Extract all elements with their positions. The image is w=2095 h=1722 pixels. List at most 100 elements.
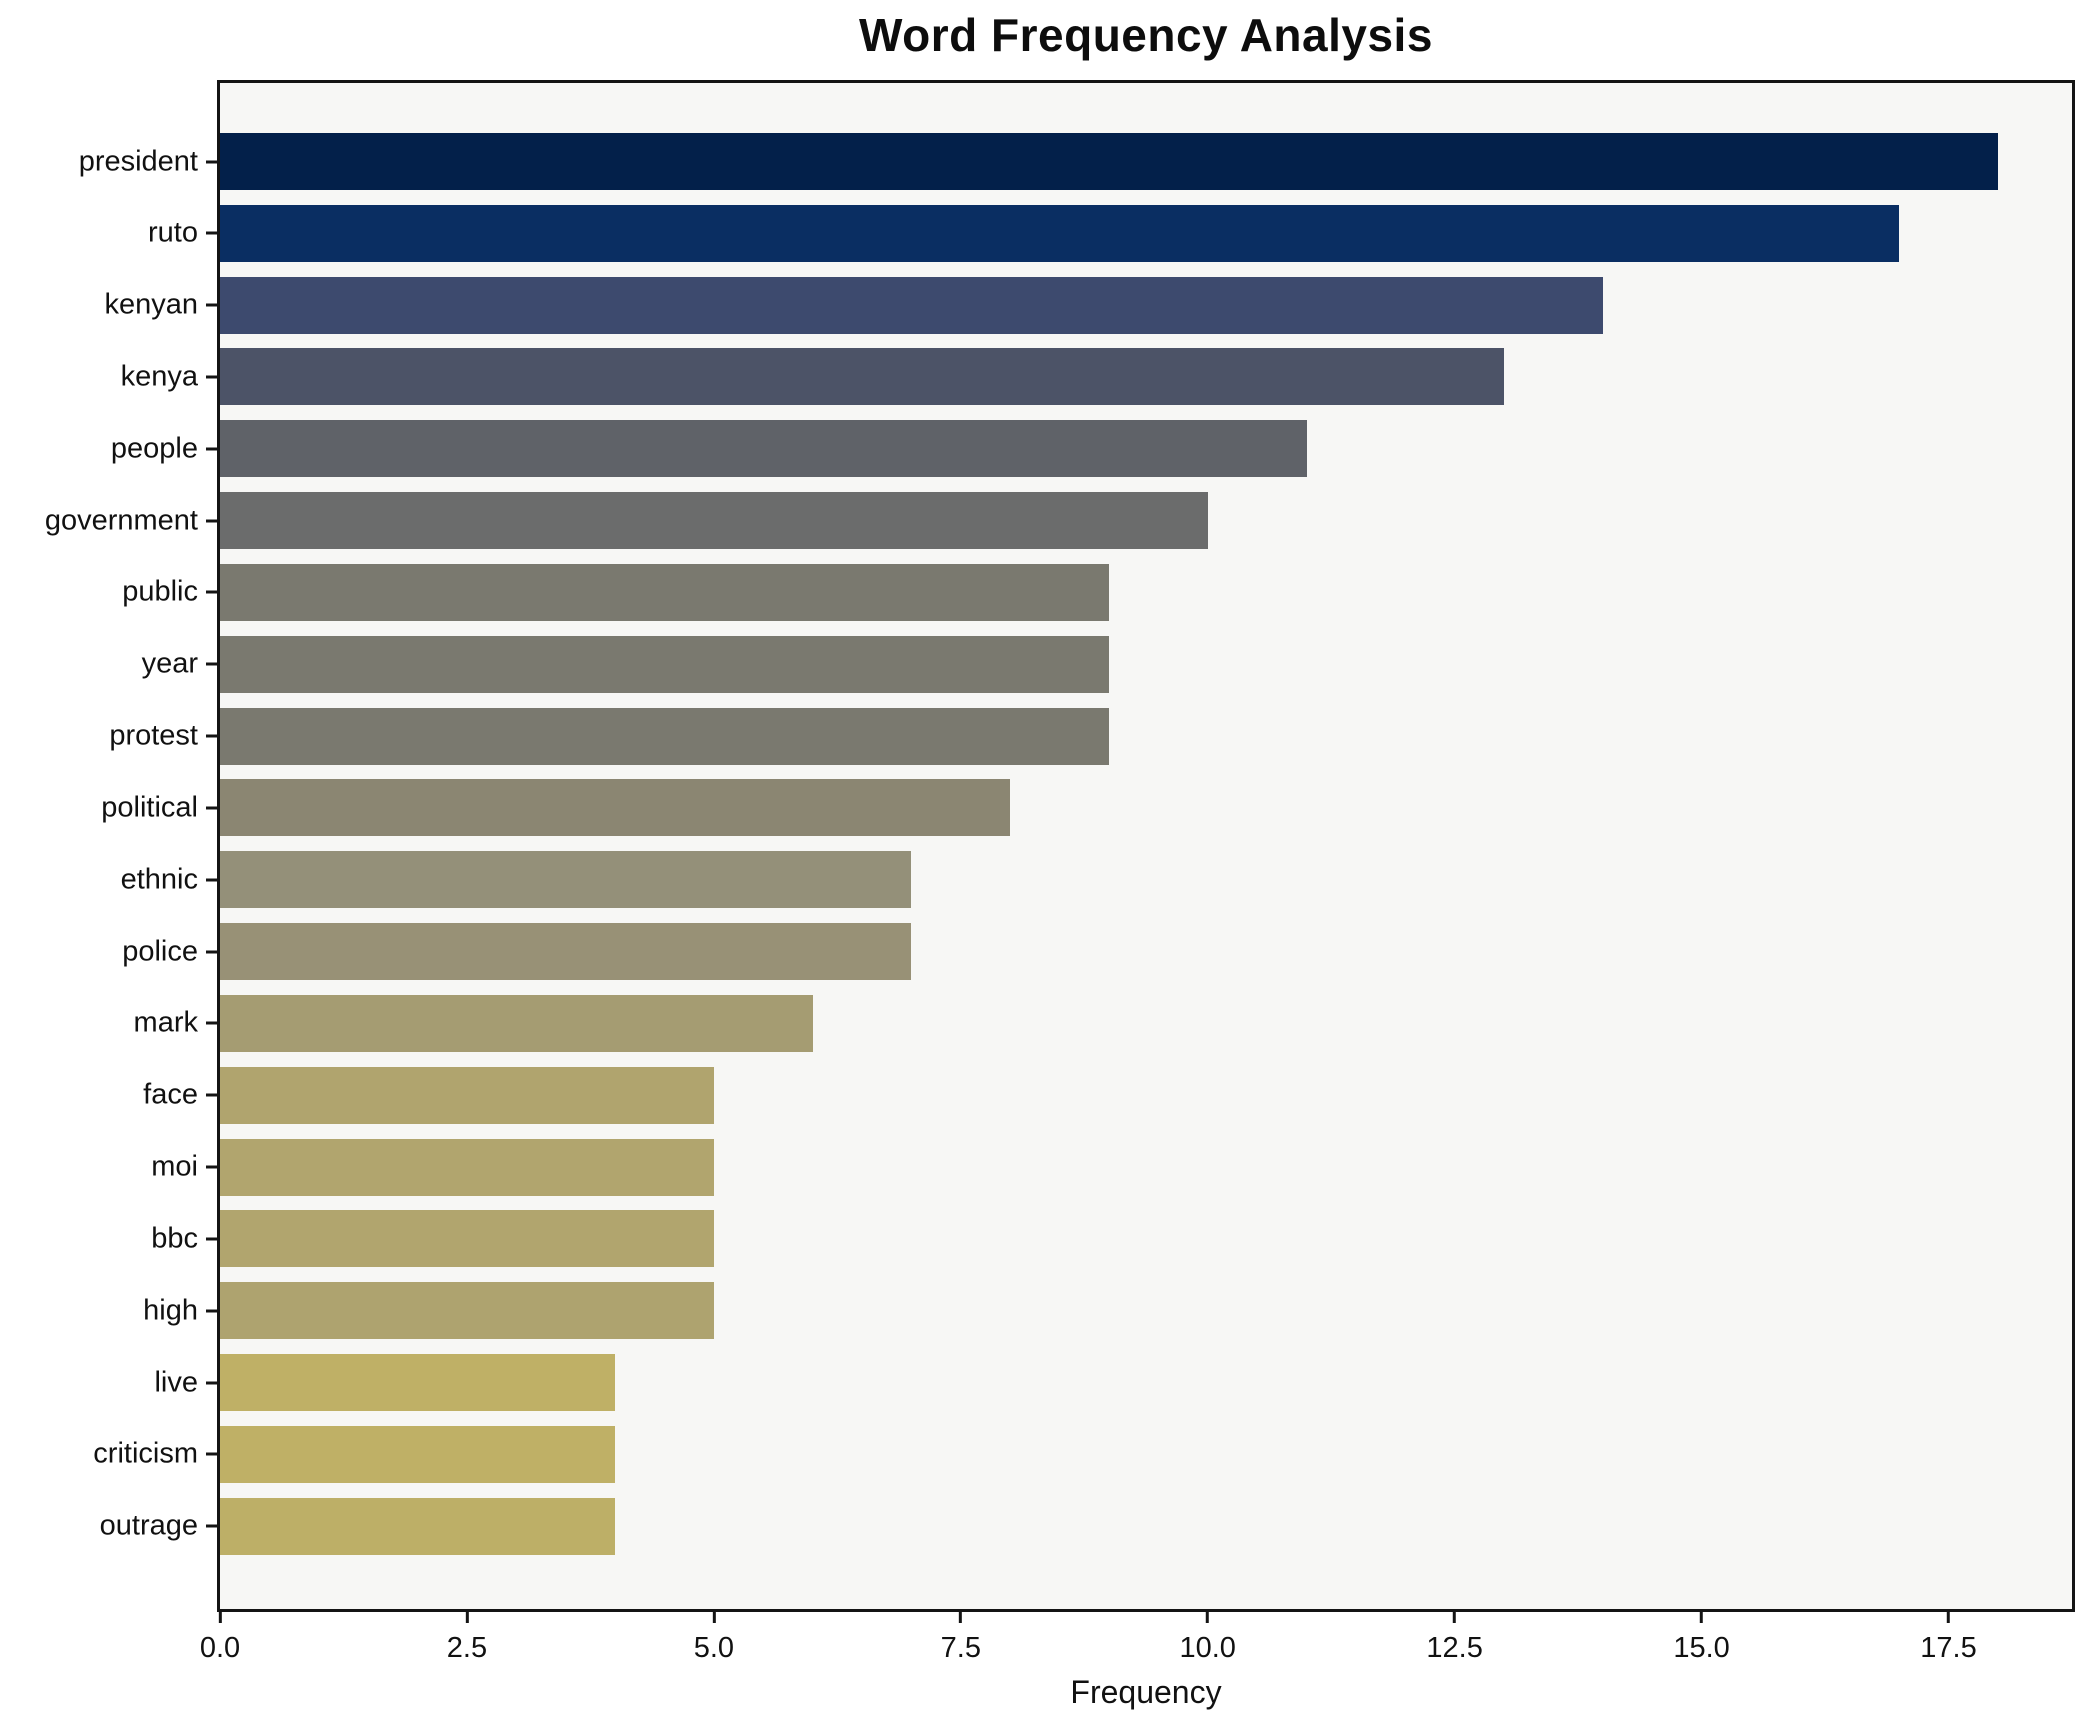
y-tick-mark	[206, 519, 217, 523]
x-tick-label: 5.0	[693, 1632, 735, 1664]
y-tick-label: outrage	[99, 1509, 198, 1542]
bar-row: political	[101, 779, 2072, 837]
bar-row: bbc	[151, 1210, 2072, 1268]
bar-row: president	[79, 133, 2072, 190]
x-tick: 15.0	[1673, 1612, 1730, 1665]
y-tick-mark	[206, 806, 217, 810]
bar-row: government	[45, 492, 2072, 550]
x-tick-mark	[712, 1612, 716, 1623]
y-tick-label: government	[44, 504, 198, 537]
y-tick-label: year	[141, 647, 198, 680]
bar-row: protest	[109, 707, 2072, 765]
y-tick-mark	[206, 590, 217, 594]
y-tick-mark	[206, 950, 217, 954]
x-tick-mark	[218, 1612, 222, 1623]
bar	[220, 133, 1998, 190]
y-tick-label: ruto	[148, 216, 198, 249]
x-tick: 5.0	[694, 1612, 734, 1665]
bar-row: public	[122, 563, 2072, 621]
bar-row: police	[122, 923, 2072, 981]
bar-row: people	[111, 420, 2072, 478]
x-tick-mark	[1453, 1612, 1457, 1623]
x-axis-label: Frequency	[1070, 1674, 1222, 1710]
x-tick-label: 2.5	[446, 1632, 488, 1664]
bars-container: president ruto kenyan kenya people gover…	[45, 83, 2072, 1609]
bar-row: live	[154, 1354, 2072, 1412]
bar-row: high	[143, 1282, 2072, 1340]
y-tick-label: mark	[133, 1006, 198, 1039]
y-tick-mark	[206, 1093, 217, 1097]
bar-row: mark	[134, 994, 2072, 1052]
y-tick-label: police	[122, 935, 198, 968]
y-tick-label: people	[110, 432, 198, 465]
y-tick-mark	[206, 662, 217, 666]
bar	[220, 1282, 714, 1340]
y-tick-mark	[206, 160, 217, 163]
bar	[220, 420, 1307, 478]
y-tick-mark	[206, 734, 217, 738]
bar-row: kenyan	[104, 276, 2072, 334]
bar	[220, 707, 1109, 765]
bar	[220, 492, 1208, 550]
y-tick-mark	[206, 231, 217, 235]
bar-row: ruto	[148, 204, 2072, 262]
x-tick-mark	[1700, 1612, 1704, 1623]
x-tick: 17.5	[1920, 1612, 1977, 1665]
y-tick-mark	[206, 1021, 217, 1025]
y-tick-label: kenyan	[104, 288, 198, 321]
y-tick-label: high	[143, 1294, 198, 1327]
bar	[220, 1354, 616, 1412]
y-tick-mark	[206, 447, 217, 451]
bar	[220, 563, 1109, 621]
bar	[220, 635, 1109, 693]
bar	[220, 851, 912, 909]
bar	[220, 994, 813, 1052]
bar	[220, 276, 1603, 334]
x-tick: 10.0	[1179, 1612, 1236, 1665]
y-tick-mark	[206, 375, 217, 379]
bar-row: criticism	[93, 1425, 2072, 1483]
bar	[220, 1210, 714, 1268]
x-tick-label: 0.0	[199, 1632, 241, 1664]
x-tick-label: 7.5	[940, 1632, 981, 1664]
bar	[220, 204, 1900, 262]
x-tick: 7.5	[941, 1612, 981, 1665]
y-tick-label: president	[78, 145, 198, 177]
y-tick-label: political	[101, 791, 198, 824]
bar-row: kenya	[121, 348, 2072, 406]
x-tick-mark	[1947, 1612, 1951, 1623]
y-tick-mark	[206, 1237, 217, 1241]
bar	[220, 1425, 616, 1483]
x-tick-label: 15.0	[1673, 1632, 1730, 1664]
x-tick-label: 12.5	[1426, 1632, 1483, 1664]
x-tick-label: 10.0	[1179, 1632, 1236, 1664]
bar-row: year	[142, 635, 2072, 693]
x-tick: 12.5	[1426, 1612, 1483, 1665]
y-tick-label: moi	[151, 1150, 198, 1183]
plot-area: president ruto kenyan kenya people gover…	[45, 80, 2075, 1664]
y-tick-label: protest	[109, 719, 198, 752]
x-tick: 0.0	[200, 1612, 240, 1665]
y-tick-mark	[206, 1452, 217, 1456]
x-tick-mark	[1206, 1612, 1210, 1623]
bar	[220, 1066, 714, 1124]
y-tick-label: live	[154, 1366, 198, 1399]
bar	[220, 1138, 714, 1196]
x-tick-mark	[959, 1612, 963, 1623]
y-tick-label: public	[122, 575, 198, 608]
y-tick-label: ethnic	[120, 863, 198, 896]
x-tick: 2.5	[447, 1612, 487, 1665]
y-tick-label: bbc	[151, 1222, 198, 1255]
x-tick-label: 17.5	[1920, 1632, 1977, 1664]
bar	[220, 1497, 616, 1555]
bar	[220, 779, 1011, 837]
bar-row: moi	[151, 1138, 2072, 1196]
bar-row: outrage	[100, 1497, 2072, 1555]
y-tick-label: kenya	[120, 360, 198, 393]
bar	[220, 923, 912, 981]
x-tick-mark	[465, 1612, 469, 1623]
y-tick-label: face	[143, 1078, 198, 1111]
y-tick-mark	[206, 1381, 217, 1385]
bar	[220, 348, 1505, 406]
